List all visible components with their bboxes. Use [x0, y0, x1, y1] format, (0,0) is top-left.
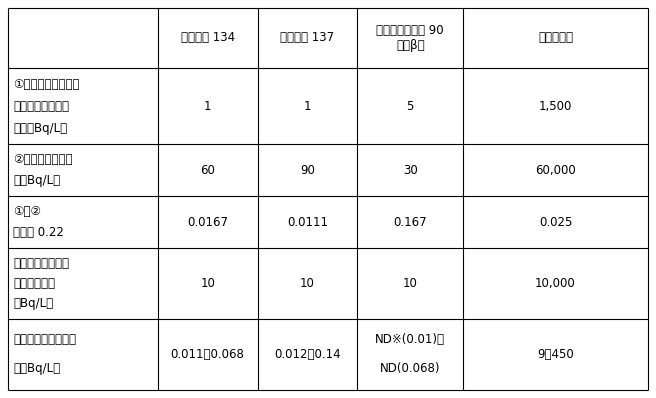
Text: 60: 60 — [200, 164, 215, 177]
Text: 0.011～0.068: 0.011～0.068 — [171, 348, 245, 361]
Text: セシウム 137: セシウム 137 — [281, 31, 335, 45]
Text: 30: 30 — [403, 164, 418, 177]
Text: ②　告示濃度限度: ② 告示濃度限度 — [13, 154, 73, 166]
Text: ND(0.068): ND(0.068) — [380, 362, 440, 375]
Text: 0.025: 0.025 — [539, 216, 572, 229]
Text: 0.167: 0.167 — [394, 216, 427, 229]
Text: 10,000: 10,000 — [535, 277, 576, 290]
Text: 0.012～0.14: 0.012～0.14 — [274, 348, 341, 361]
Text: 10: 10 — [200, 277, 215, 290]
Text: 1: 1 — [204, 100, 211, 113]
Text: 9～450: 9～450 — [537, 348, 574, 361]
Text: 60,000: 60,000 — [535, 164, 576, 177]
Text: 合計約 0.22: 合計約 0.22 — [13, 226, 64, 239]
Text: ガイドライン: ガイドライン — [13, 277, 55, 290]
Text: ＷＨＯ飲料水水質: ＷＨＯ飲料水水質 — [13, 257, 69, 270]
Text: ①　一時貯留タンク: ① 一時貯留タンク — [13, 78, 79, 91]
Text: 地下水バイパスの水: 地下水バイパスの水 — [13, 334, 76, 347]
Text: トリチウム: トリチウム — [538, 31, 573, 45]
Text: 0.0111: 0.0111 — [287, 216, 328, 229]
Text: 10: 10 — [300, 277, 315, 290]
Text: 5: 5 — [407, 100, 414, 113]
Text: 90: 90 — [300, 164, 315, 177]
Text: （Bq/L）: （Bq/L） — [13, 297, 53, 310]
Text: ①／②: ①／② — [13, 205, 41, 219]
Text: 1: 1 — [304, 100, 311, 113]
Text: ND※(0.01)～: ND※(0.01)～ — [375, 334, 445, 347]
Text: セシウム 134: セシウム 134 — [180, 31, 235, 45]
Text: 0.0167: 0.0167 — [187, 216, 228, 229]
Text: （Bq/L）: （Bq/L） — [13, 174, 60, 187]
Text: 標（Bq/L）: 標（Bq/L） — [13, 121, 67, 135]
Text: における運用目: における運用目 — [13, 100, 69, 113]
Text: 10: 10 — [403, 277, 418, 290]
Text: 1,500: 1,500 — [539, 100, 572, 113]
Text: 質（Bq/L）: 質（Bq/L） — [13, 362, 60, 375]
Text: ストロンチウム 90
〈全β〉: ストロンチウム 90 〈全β〉 — [377, 24, 444, 52]
